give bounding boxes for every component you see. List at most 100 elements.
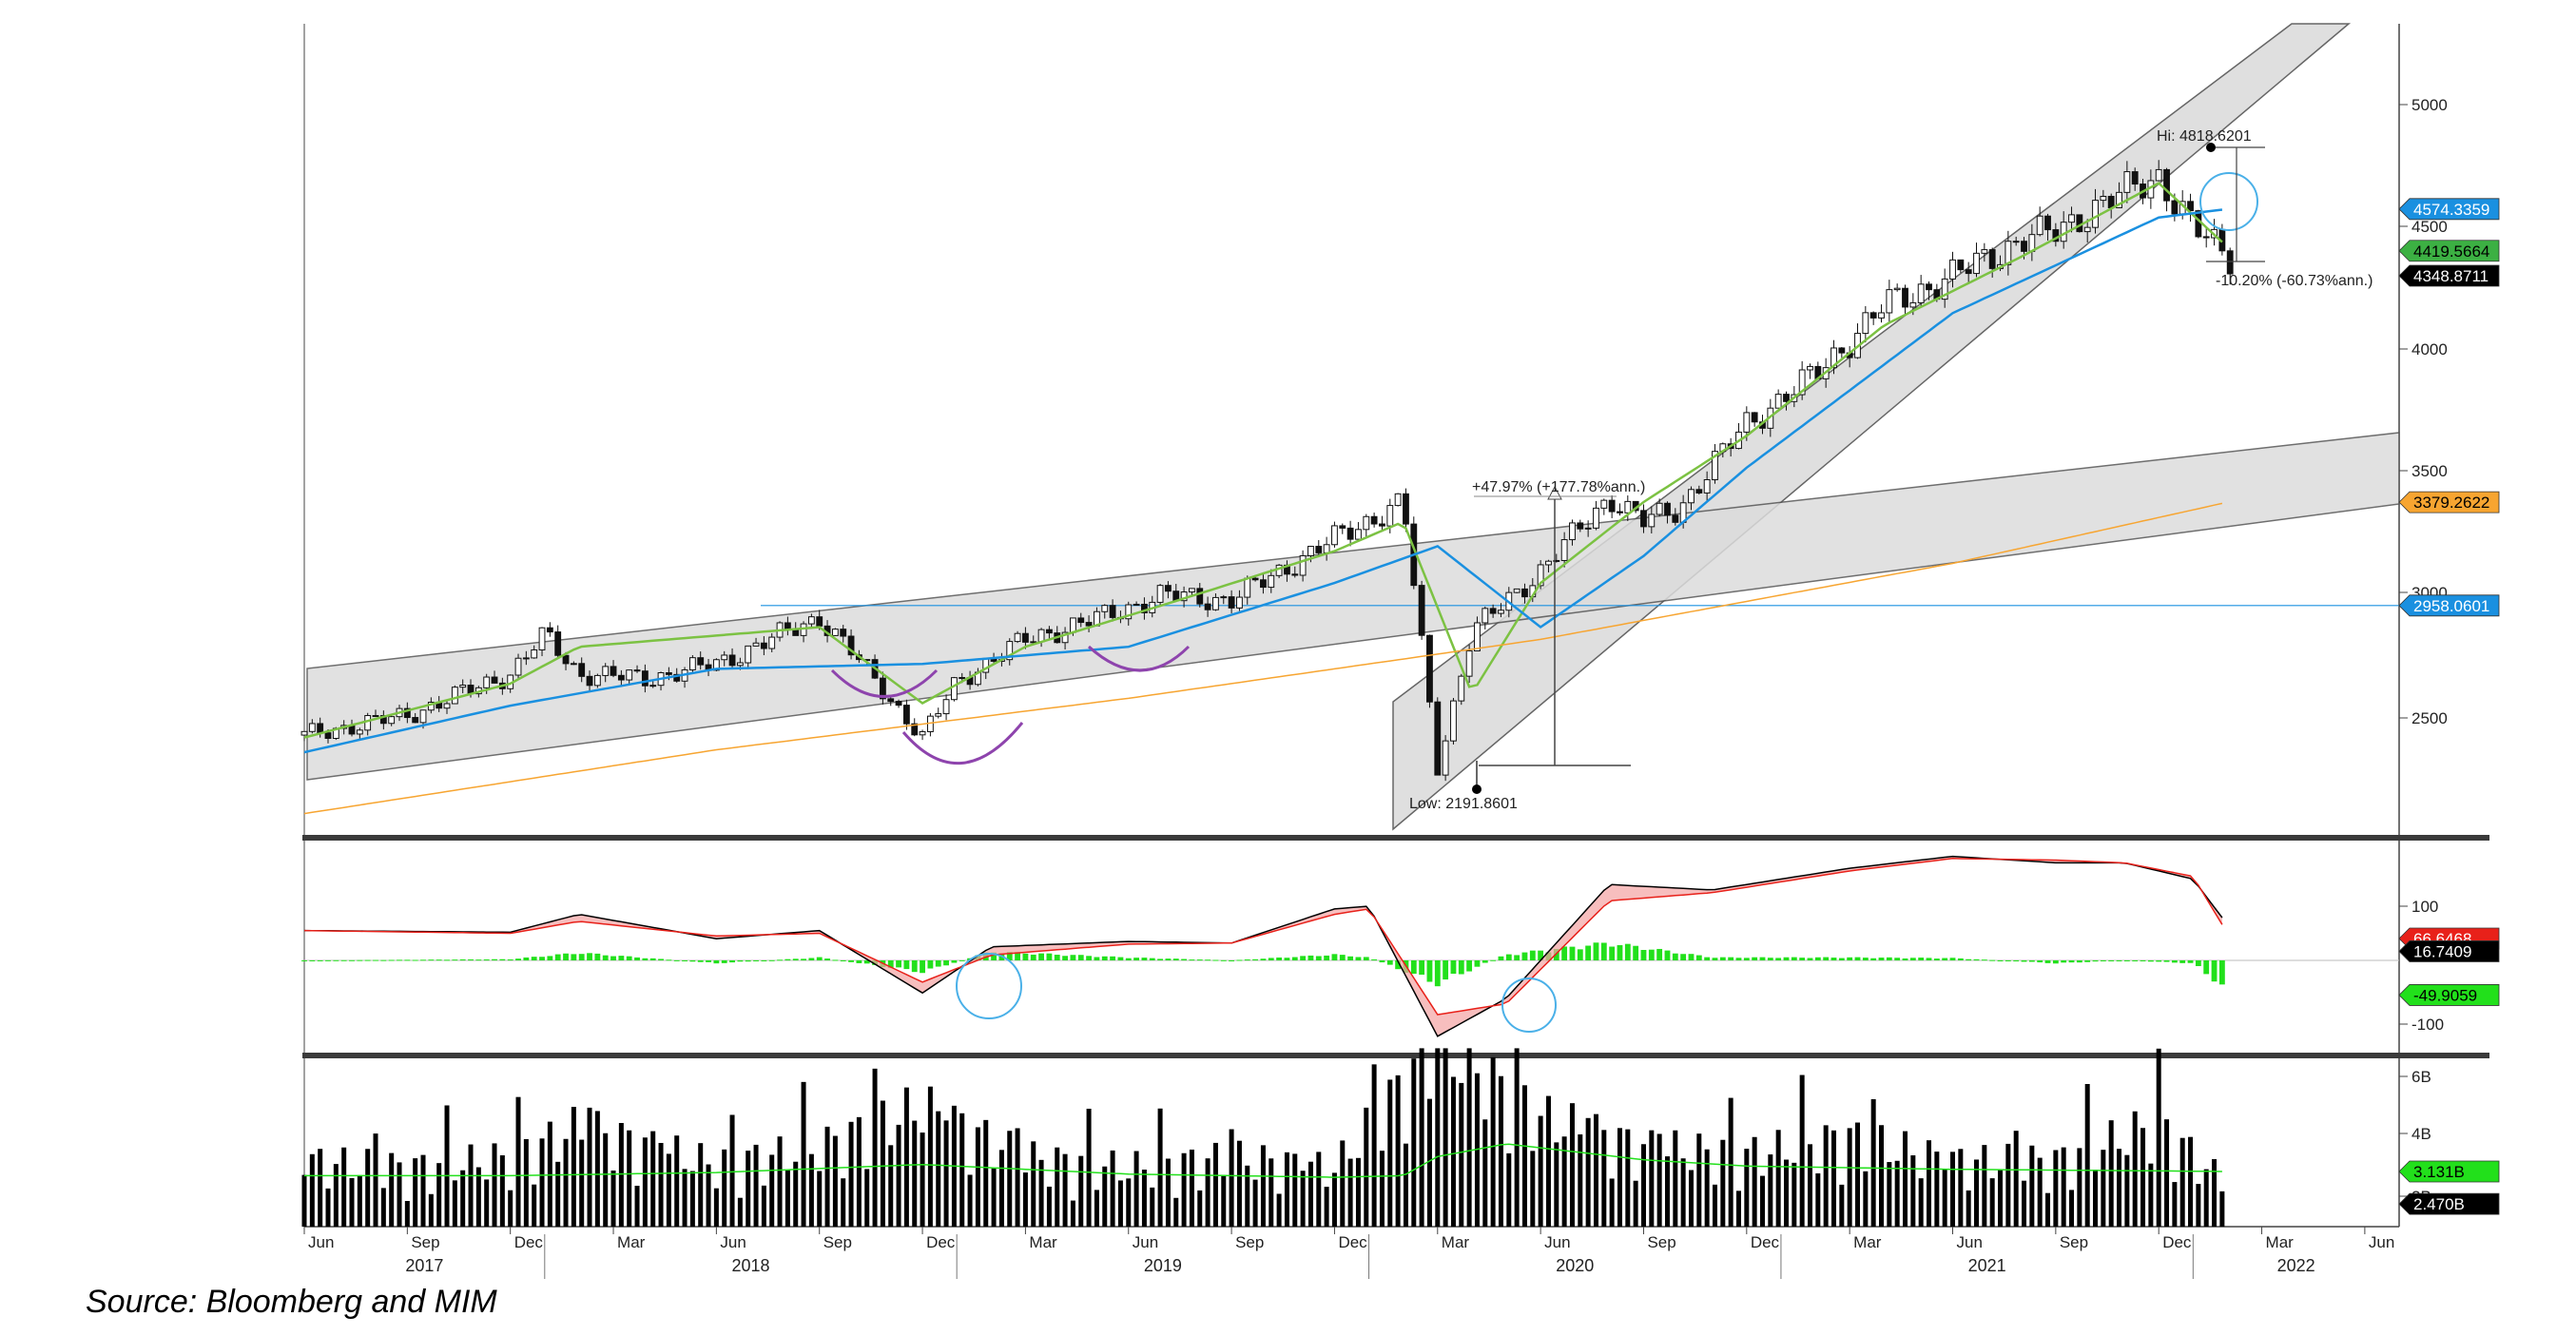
volume-bar (1031, 1141, 1036, 1227)
macd-line (303, 855, 2223, 1037)
macd-hist-bar (459, 958, 466, 960)
macd-hist-bar (1909, 958, 1916, 960)
volume-bar (627, 1130, 632, 1227)
volume-bar (1823, 1125, 1829, 1227)
volume-bar (2108, 1120, 2114, 1227)
macd-hist-bar (1006, 952, 1013, 960)
macd-hist-bar (1783, 957, 1790, 960)
candle-body (807, 616, 815, 625)
volume-bar (959, 1113, 965, 1227)
candle-body (1513, 588, 1520, 593)
candle-body (1339, 525, 1346, 529)
volume-bar (832, 1135, 838, 1227)
candle-body (1212, 596, 1219, 610)
volume-bar (1847, 1128, 1852, 1227)
macd-tick-100: 100 (2411, 898, 2438, 916)
macd-hist-bar (1847, 957, 1853, 960)
volume-bar (444, 1105, 450, 1227)
volume-bar (357, 1175, 362, 1227)
candle-body (1593, 507, 1599, 529)
volume-bar (1704, 1149, 1710, 1227)
candle-body (649, 685, 657, 687)
macd-hist-bar (2084, 960, 2091, 962)
candle-body (1973, 252, 1980, 275)
macd-hist-bar (1989, 959, 1996, 961)
candle-body (752, 642, 760, 647)
volume-bar (1609, 1178, 1615, 1227)
macd-hist-bar (1300, 956, 1307, 960)
y-tick-3500: 3500 (2411, 462, 2448, 480)
candle-body (784, 622, 791, 629)
volume-bar (2212, 1159, 2218, 1227)
volume-bar (1387, 1079, 1393, 1227)
macd-hist-bar (309, 959, 316, 961)
macd-hist-bar (380, 959, 387, 961)
volume-bar (1830, 1130, 1836, 1227)
candle-body (514, 657, 522, 676)
candle-body (1838, 347, 1846, 354)
x-year-label: 2018 (731, 1256, 769, 1275)
macd-hist-bar (840, 960, 846, 961)
candle-body (1006, 641, 1014, 661)
candle-body (1156, 585, 1164, 603)
volume-bar (1688, 1170, 1694, 1227)
macd-hist-bar (1474, 960, 1481, 967)
volume-bar (2037, 1157, 2043, 1227)
x-month-label: Sep (1235, 1233, 1264, 1251)
macd-hist-bar (721, 960, 727, 963)
macd-hist-bar (1521, 952, 1528, 960)
source-note: Source: Bloomberg and MIM (86, 1284, 497, 1320)
volume-bar (1070, 1200, 1075, 1227)
candle-body (617, 674, 625, 681)
macd-hist-bar (1933, 958, 1940, 960)
volume-bar (452, 1180, 457, 1227)
macd-hist-bar (816, 957, 823, 960)
x-month-label: Jun (2369, 1233, 2394, 1251)
x-month-label: Dec (1338, 1233, 1367, 1251)
candle-body (610, 666, 617, 676)
volume-bar (1728, 1097, 1733, 1227)
panel-divider-1 (302, 835, 2489, 841)
candle-body (1751, 412, 1758, 423)
volume-bar (1189, 1149, 1194, 1227)
value-tag-label: 2.470B (2413, 1195, 2465, 1213)
volume-bar (365, 1149, 371, 1227)
candle-body (1030, 641, 1037, 644)
macd-hist-bar (1902, 958, 1908, 960)
macd-hist-bar (547, 956, 553, 960)
candle-body (1965, 269, 1972, 275)
volume-bar (1411, 1058, 1417, 1227)
candle-body (1331, 525, 1338, 546)
macd-hist-bar (1514, 955, 1520, 960)
vol-tick-4b: 4B (2411, 1125, 2431, 1143)
candle-body (1085, 622, 1093, 627)
macd-hist-bar (333, 959, 339, 961)
medium-ma-line (303, 208, 2223, 754)
candle-body (317, 723, 324, 734)
volume-bar (1466, 1048, 1472, 1227)
macd-hist-bar (475, 959, 482, 961)
volume-bar (587, 1107, 592, 1227)
x-month-label: Mar (1029, 1233, 1057, 1251)
macd-hist-bar (1926, 958, 1932, 960)
volume-bar (2132, 1111, 2138, 1227)
volume-bar (841, 1178, 846, 1227)
y-tick-5000: 5000 (2411, 96, 2448, 114)
volume-bar (1998, 1169, 2004, 1227)
candle-body (2005, 241, 2012, 265)
macd-hist-bar (2044, 960, 2051, 963)
volume-bar (1887, 1162, 1892, 1227)
volume-bar (1450, 1076, 1456, 1227)
volume-bar (713, 1188, 719, 1227)
volume-bar (1950, 1152, 1956, 1227)
macd-hist-bar (1529, 950, 1536, 960)
macd-hist-bar (2187, 960, 2194, 963)
candle-body (1886, 289, 1893, 314)
macd-hist-bar (706, 960, 711, 962)
candle-body (1045, 629, 1053, 634)
volume-bar (658, 1142, 664, 1227)
macd-hist-bar (1585, 945, 1592, 960)
value-tag: 4348.8711 (2398, 264, 2500, 287)
volume-bar (769, 1154, 775, 1227)
candle-body (1893, 287, 1901, 291)
